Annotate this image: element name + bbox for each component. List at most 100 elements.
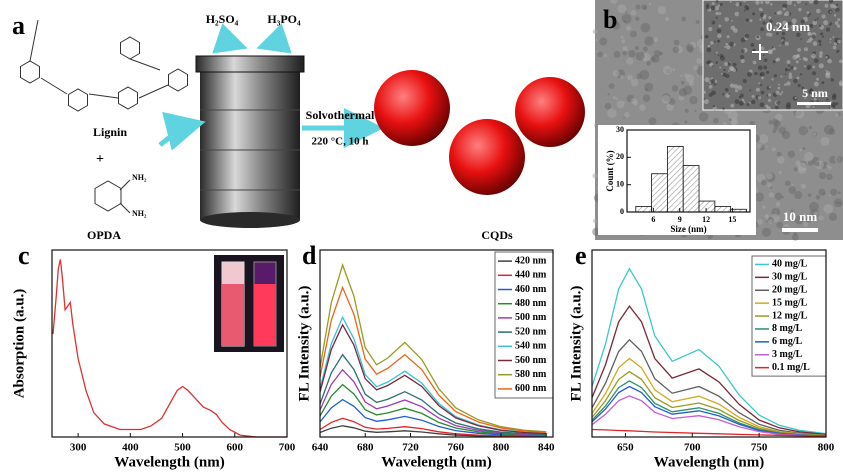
data-line: [319, 383, 547, 437]
data-line: [319, 285, 547, 434]
tem-grain: [794, 191, 803, 200]
tem-grain: [696, 74, 699, 77]
tem-grain: [728, 118, 732, 122]
tem-grain: [823, 203, 834, 214]
hrtem-grain: [730, 103, 735, 108]
y-axis-label: FL Intensity (a.u.): [296, 286, 312, 402]
hrtem-grain: [773, 74, 778, 78]
hrtem-grain: [708, 27, 713, 32]
hrtem-grain: [711, 90, 716, 96]
hrtem-grain: [729, 0, 732, 3]
y-tick-label: 10: [616, 179, 624, 188]
tem-grain: [797, 162, 807, 172]
hrtem-grain: [832, 45, 837, 50]
hrtem-grain: [783, 13, 787, 16]
cqd-sphere: [515, 77, 585, 147]
tem-grain: [757, 143, 762, 149]
tem-grain: [809, 201, 819, 212]
data-line: [591, 428, 827, 437]
hrtem-grain: [777, 86, 781, 90]
hrtem-grain: [839, 38, 841, 40]
hrtem-grain: [821, 81, 825, 85]
hrtem-grain: [828, 107, 831, 109]
tem-grain: [804, 151, 814, 162]
hrtem-grain: [814, 19, 817, 22]
tem-grain: [642, 46, 648, 52]
tem-grain: [689, 95, 698, 105]
hrtem-grain: [749, 89, 752, 92]
tem-grain: [696, 57, 703, 64]
tem-grain: [646, 60, 651, 66]
hrtem-grain: [797, 48, 802, 52]
tem-grain: [802, 147, 806, 151]
x-tick-label: 12: [702, 215, 710, 224]
hrtem-grain: [806, 64, 812, 70]
hrtem-grain: [818, 54, 823, 58]
tem-grain: [644, 36, 654, 46]
hrtem-grain: [781, 41, 785, 45]
hrtem-grain: [760, 1, 764, 5]
bond: [138, 84, 169, 99]
tem-grain: [592, 173, 598, 179]
hrtem-grain: [726, 45, 731, 50]
tem-grain: [768, 120, 773, 125]
tem-grain: [595, 38, 598, 42]
hrtem-grain: [774, 12, 777, 15]
hrtem-grain: [706, 47, 712, 53]
tem-grain: [639, 104, 646, 111]
tem-grain: [599, 37, 608, 46]
tem-grain: [820, 136, 830, 146]
hrtem-grain: [740, 55, 745, 60]
data-line: [591, 370, 827, 437]
tem-grain: [612, 69, 620, 77]
tem-grain: [814, 161, 820, 167]
hrtem-grain: [781, 91, 784, 94]
tem-grain: [648, 117, 657, 126]
hrtem-grain: [813, 97, 817, 101]
hrtem-grain: [810, 94, 812, 97]
tem-grain: [781, 195, 784, 199]
hrtem-grain: [824, 3, 829, 8]
x-tick-label: 400: [122, 442, 139, 454]
hrtem-grain: [831, 104, 836, 109]
hrtem-grain: [715, 0, 719, 3]
tem-grain: [622, 50, 628, 56]
tem-grain: [682, 85, 693, 95]
data-line: [319, 262, 547, 433]
tem-grain: [815, 194, 821, 200]
tem-grain: [597, 51, 603, 58]
x-tick-label: 600: [227, 442, 244, 454]
tem-grain: [771, 118, 779, 126]
hrtem-grain: [837, 18, 841, 22]
hrtem-grain: [706, 61, 710, 65]
hrtem-grain: [749, 19, 753, 23]
hrtem-grain: [834, 21, 839, 25]
tem-grain: [627, 74, 634, 81]
hrtem-grain: [759, 102, 765, 108]
data-line: [319, 353, 547, 436]
tem-grain: [684, 108, 689, 113]
hrtem-grain: [827, 58, 832, 64]
tem-grain: [765, 145, 768, 148]
hrtem-grain: [793, 26, 796, 29]
ring: [68, 88, 88, 112]
hrtem-grain: [762, 21, 766, 25]
tem-grain: [685, 74, 695, 83]
ring: [94, 180, 122, 212]
hrtem-grain: [835, 7, 840, 12]
bond: [119, 179, 131, 191]
tem-grain: [794, 215, 804, 225]
y-axis-label: Absorption (a.u.): [11, 289, 27, 399]
hrtem-grain: [782, 20, 787, 26]
bond: [88, 93, 119, 99]
legend-box: [494, 251, 554, 399]
hrtem-grain: [772, 47, 776, 51]
legend-label: 520 nm: [515, 326, 547, 337]
hrtem-grain: [751, 99, 756, 105]
hrtem-grain: [759, 73, 763, 77]
tem-grain: [788, 186, 797, 194]
hrtem-grain: [786, 81, 791, 86]
tem-grain: [761, 227, 772, 237]
hrtem-grain: [784, 73, 787, 76]
reactor-cap: [195, 55, 305, 73]
